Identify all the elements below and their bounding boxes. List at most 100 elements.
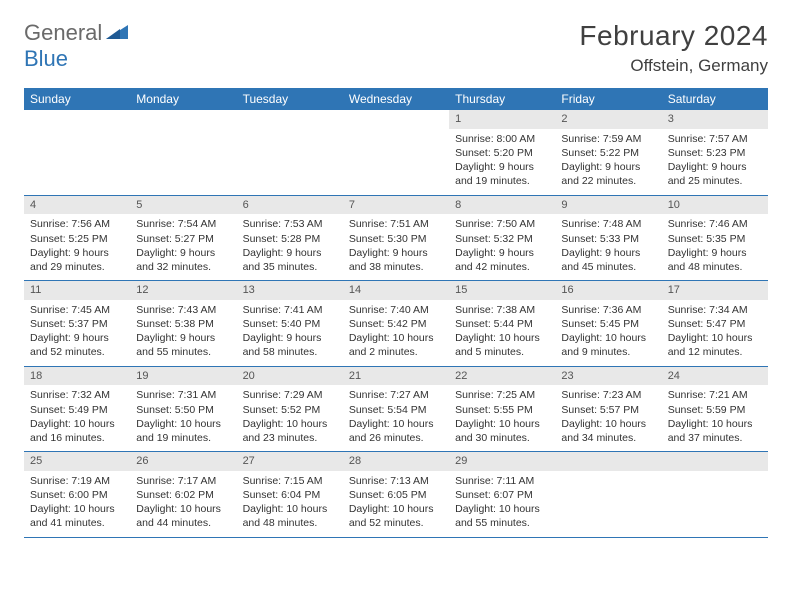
day-number: 4 [24,196,130,215]
sunset-text: Sunset: 5:57 PM [561,403,655,417]
day-number: 24 [662,367,768,386]
sunset-text: Sunset: 5:52 PM [243,403,337,417]
sunset-text: Sunset: 6:04 PM [243,488,337,502]
day-cell: 19Sunrise: 7:31 AMSunset: 5:50 PMDayligh… [130,366,236,452]
day-number: 11 [24,281,130,300]
daylight-text: and 9 minutes. [561,345,655,359]
daylight-text: and 42 minutes. [455,260,549,274]
daylight-text: and 44 minutes. [136,516,230,530]
day-cell [237,110,343,195]
daylight-text: Daylight: 9 hours [561,160,655,174]
daylight-text: Daylight: 10 hours [30,417,124,431]
daylight-text: and 58 minutes. [243,345,337,359]
day-cell: 21Sunrise: 7:27 AMSunset: 5:54 PMDayligh… [343,366,449,452]
logo: General [24,20,130,46]
sunset-text: Sunset: 6:00 PM [30,488,124,502]
day-cell: 14Sunrise: 7:40 AMSunset: 5:42 PMDayligh… [343,281,449,367]
day-cell: 13Sunrise: 7:41 AMSunset: 5:40 PMDayligh… [237,281,343,367]
day-number: 1 [449,110,555,129]
sunrise-text: Sunrise: 7:59 AM [561,132,655,146]
sunrise-text: Sunrise: 8:00 AM [455,132,549,146]
day-body-empty [662,471,768,529]
week-row: 25Sunrise: 7:19 AMSunset: 6:00 PMDayligh… [24,452,768,538]
sunset-text: Sunset: 5:22 PM [561,146,655,160]
day-body: Sunrise: 7:27 AMSunset: 5:54 PMDaylight:… [343,385,449,451]
day-cell: 9Sunrise: 7:48 AMSunset: 5:33 PMDaylight… [555,195,661,281]
daylight-text: Daylight: 10 hours [136,417,230,431]
week-row: 18Sunrise: 7:32 AMSunset: 5:49 PMDayligh… [24,366,768,452]
day-cell: 26Sunrise: 7:17 AMSunset: 6:02 PMDayligh… [130,452,236,538]
title-block: February 2024 Offstein, Germany [579,20,768,76]
daylight-text: Daylight: 9 hours [243,331,337,345]
daylight-text: Daylight: 10 hours [455,417,549,431]
day-cell [24,110,130,195]
daylight-text: and 12 minutes. [668,345,762,359]
day-body: Sunrise: 7:19 AMSunset: 6:00 PMDaylight:… [24,471,130,537]
logo-blue-wrap: Blue [24,46,68,72]
day-cell: 6Sunrise: 7:53 AMSunset: 5:28 PMDaylight… [237,195,343,281]
dayhead-monday: Monday [130,88,236,110]
sunrise-text: Sunrise: 7:41 AM [243,303,337,317]
sunrise-text: Sunrise: 7:27 AM [349,388,443,402]
day-number: 16 [555,281,661,300]
dayhead-thursday: Thursday [449,88,555,110]
daylight-text: and 19 minutes. [455,174,549,188]
day-cell [662,452,768,538]
sunset-text: Sunset: 5:23 PM [668,146,762,160]
day-body: Sunrise: 7:17 AMSunset: 6:02 PMDaylight:… [130,471,236,537]
sunset-text: Sunset: 5:42 PM [349,317,443,331]
logo-triangle-icon [106,23,128,44]
daylight-text: Daylight: 9 hours [136,246,230,260]
sunrise-text: Sunrise: 7:21 AM [668,388,762,402]
daylight-text: and 30 minutes. [455,431,549,445]
day-body: Sunrise: 7:38 AMSunset: 5:44 PMDaylight:… [449,300,555,366]
dayhead-friday: Friday [555,88,661,110]
sunrise-text: Sunrise: 7:48 AM [561,217,655,231]
day-cell: 4Sunrise: 7:56 AMSunset: 5:25 PMDaylight… [24,195,130,281]
sunset-text: Sunset: 5:33 PM [561,232,655,246]
daylight-text: and 55 minutes. [136,345,230,359]
day-body: Sunrise: 7:56 AMSunset: 5:25 PMDaylight:… [24,214,130,280]
day-body-empty [555,471,661,529]
day-number: 15 [449,281,555,300]
daylight-text: Daylight: 10 hours [455,502,549,516]
day-number-empty [662,452,768,471]
sunset-text: Sunset: 5:49 PM [30,403,124,417]
daylight-text: Daylight: 10 hours [668,331,762,345]
sunset-text: Sunset: 6:05 PM [349,488,443,502]
day-cell: 16Sunrise: 7:36 AMSunset: 5:45 PMDayligh… [555,281,661,367]
day-body: Sunrise: 7:34 AMSunset: 5:47 PMDaylight:… [662,300,768,366]
sunrise-text: Sunrise: 7:23 AM [561,388,655,402]
day-body: Sunrise: 7:29 AMSunset: 5:52 PMDaylight:… [237,385,343,451]
daylight-text: and 48 minutes. [668,260,762,274]
daylight-text: Daylight: 10 hours [455,331,549,345]
daylight-text: and 55 minutes. [455,516,549,530]
day-cell: 27Sunrise: 7:15 AMSunset: 6:04 PMDayligh… [237,452,343,538]
day-number: 22 [449,367,555,386]
week-row: 1Sunrise: 8:00 AMSunset: 5:20 PMDaylight… [24,110,768,195]
dayhead-row: SundayMondayTuesdayWednesdayThursdayFrid… [24,88,768,110]
week-row: 4Sunrise: 7:56 AMSunset: 5:25 PMDaylight… [24,195,768,281]
sunset-text: Sunset: 5:37 PM [30,317,124,331]
day-body: Sunrise: 7:59 AMSunset: 5:22 PMDaylight:… [555,129,661,195]
location-label: Offstein, Germany [579,56,768,76]
daylight-text: and 52 minutes. [349,516,443,530]
sunrise-text: Sunrise: 7:57 AM [668,132,762,146]
daylight-text: and 16 minutes. [30,431,124,445]
day-cell: 18Sunrise: 7:32 AMSunset: 5:49 PMDayligh… [24,366,130,452]
sunset-text: Sunset: 5:35 PM [668,232,762,246]
day-body: Sunrise: 7:32 AMSunset: 5:49 PMDaylight:… [24,385,130,451]
daylight-text: Daylight: 10 hours [561,417,655,431]
day-number: 2 [555,110,661,129]
daylight-text: and 25 minutes. [668,174,762,188]
day-cell [130,110,236,195]
day-cell: 23Sunrise: 7:23 AMSunset: 5:57 PMDayligh… [555,366,661,452]
daylight-text: and 32 minutes. [136,260,230,274]
sunset-text: Sunset: 5:50 PM [136,403,230,417]
sunset-text: Sunset: 5:55 PM [455,403,549,417]
day-cell: 3Sunrise: 7:57 AMSunset: 5:23 PMDaylight… [662,110,768,195]
day-cell: 17Sunrise: 7:34 AMSunset: 5:47 PMDayligh… [662,281,768,367]
daylight-text: Daylight: 10 hours [349,331,443,345]
daylight-text: and 29 minutes. [30,260,124,274]
daylight-text: Daylight: 9 hours [455,246,549,260]
